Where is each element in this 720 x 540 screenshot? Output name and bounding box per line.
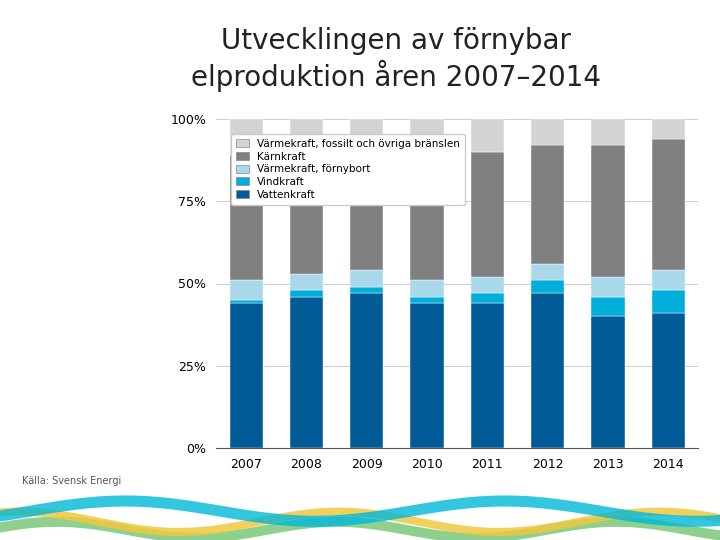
Bar	[350, 287, 383, 293]
Bar	[350, 148, 383, 271]
Bar	[531, 280, 564, 293]
Bar	[410, 280, 444, 296]
Bar	[531, 119, 564, 145]
Bar	[591, 119, 624, 145]
Bar	[531, 264, 564, 280]
Bar	[591, 145, 624, 277]
Bar	[531, 145, 564, 264]
Bar	[290, 152, 323, 274]
Bar	[290, 296, 323, 448]
Text: Utvecklingen av förnybar
elproduktion åren 2007–2014: Utvecklingen av förnybar elproduktion år…	[191, 27, 601, 92]
Bar	[652, 139, 685, 271]
Bar	[290, 119, 323, 152]
Bar	[652, 119, 685, 139]
Bar	[350, 119, 383, 148]
Bar	[230, 300, 263, 303]
Bar	[410, 296, 444, 303]
Legend: Värmekraft, fossilt och övriga bränslen, Kärnkraft, Värmekraft, förnybort, Vindk: Värmekraft, fossilt och övriga bränslen,…	[231, 134, 465, 205]
Bar	[652, 290, 685, 313]
Bar	[591, 316, 624, 448]
Bar	[290, 274, 323, 290]
Bar	[410, 119, 444, 155]
Bar	[230, 119, 263, 155]
Bar	[350, 271, 383, 287]
Bar	[410, 155, 444, 280]
Bar	[471, 277, 504, 293]
Bar	[410, 303, 444, 448]
Bar	[471, 293, 504, 303]
Text: Källa: Svensk Energi: Källa: Svensk Energi	[22, 476, 121, 486]
Bar	[591, 296, 624, 316]
Bar	[230, 303, 263, 448]
Bar	[652, 271, 685, 290]
Bar	[290, 290, 323, 296]
Bar	[652, 313, 685, 448]
Bar	[471, 303, 504, 448]
Bar	[531, 293, 564, 448]
Bar	[471, 119, 504, 152]
Bar	[230, 280, 263, 300]
Bar	[350, 293, 383, 448]
Bar	[591, 277, 624, 296]
Bar	[471, 152, 504, 277]
Bar	[230, 155, 263, 280]
